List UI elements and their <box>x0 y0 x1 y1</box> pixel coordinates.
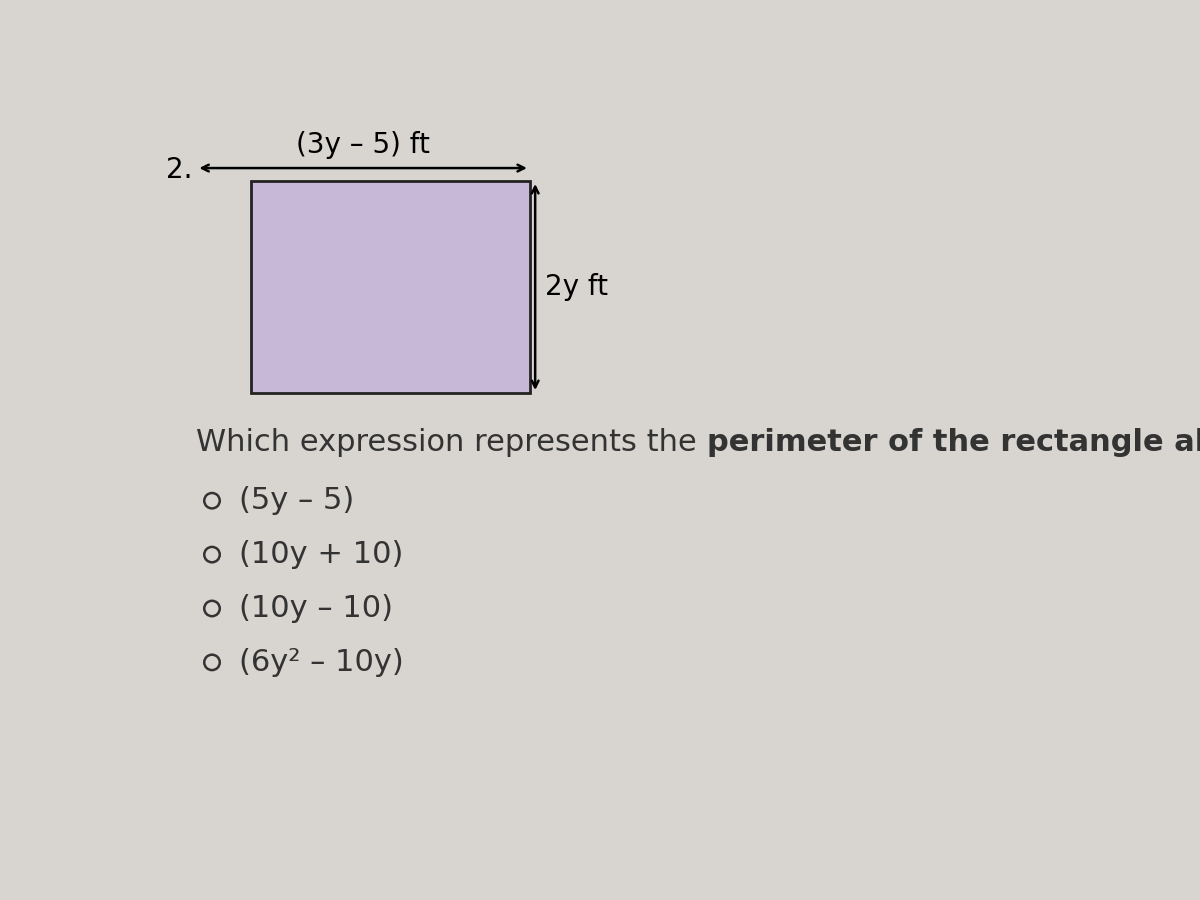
Text: 2.: 2. <box>166 156 193 184</box>
Text: 2y ft: 2y ft <box>545 273 608 301</box>
Text: Which expression represents the: Which expression represents the <box>197 428 707 456</box>
Text: (6y² – 10y): (6y² – 10y) <box>239 648 404 677</box>
Bar <box>251 181 529 393</box>
Text: perimeter of the rectangle above?: perimeter of the rectangle above? <box>707 428 1200 456</box>
Text: (10y + 10): (10y + 10) <box>239 540 403 569</box>
Text: (10y – 10): (10y – 10) <box>239 594 394 623</box>
Text: (5y – 5): (5y – 5) <box>239 486 354 515</box>
Text: (3y – 5) ft: (3y – 5) ft <box>296 130 430 158</box>
